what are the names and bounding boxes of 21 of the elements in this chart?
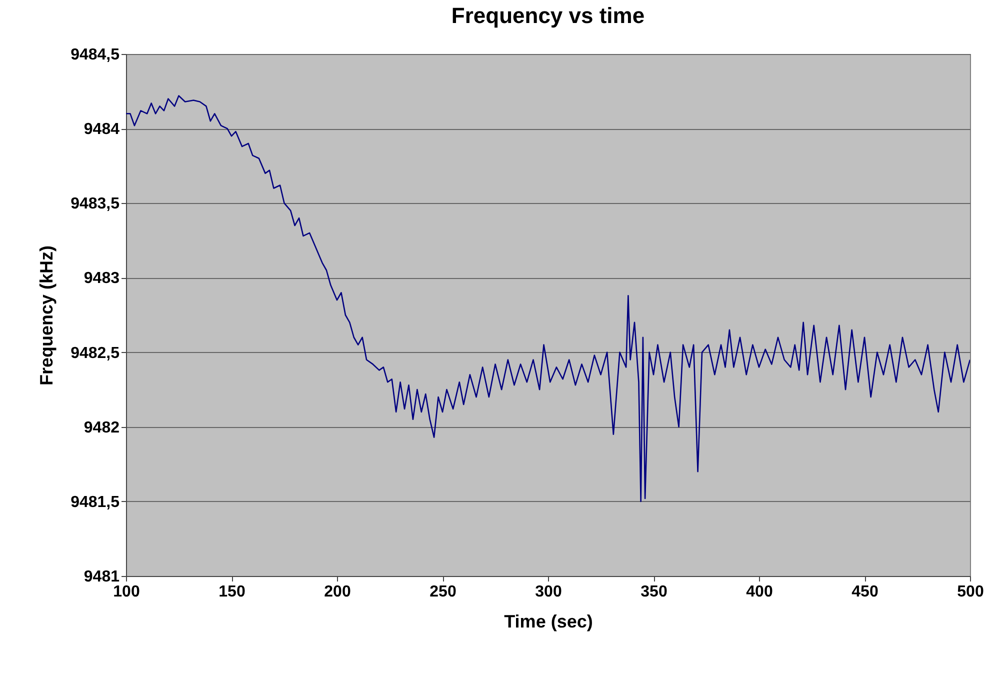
y-tick-label: 9484,5 [70,46,120,64]
chart-title: Frequency vs time [451,3,645,28]
x-tick-label: 100 [113,584,140,600]
x-tick-label: 350 [640,584,668,600]
y-tick-label: 9484 [84,121,120,138]
x-tick-label: 500 [957,584,984,600]
y-tick-label: 9482,5 [70,344,120,362]
y-tick-label: 9482 [84,419,120,436]
y-tick-label: 9483 [84,270,120,288]
line-series [126,95,970,502]
x-tick-label: 400 [746,584,773,600]
y-tick-label: 9481,5 [70,494,120,511]
x-tick-label: 150 [218,584,246,600]
x-tick-label: 250 [430,584,456,600]
x-tick-label: 200 [324,584,351,600]
y-tick-label: 9483,5 [70,196,120,213]
x-axis-title: Time (sec) [504,612,593,632]
y-tick-label: 9481 [84,568,120,586]
x-tick-label: 450 [852,584,878,600]
x-tick-label: 300 [535,584,562,600]
y-axis-title: Frequency (kHz) [36,245,57,386]
